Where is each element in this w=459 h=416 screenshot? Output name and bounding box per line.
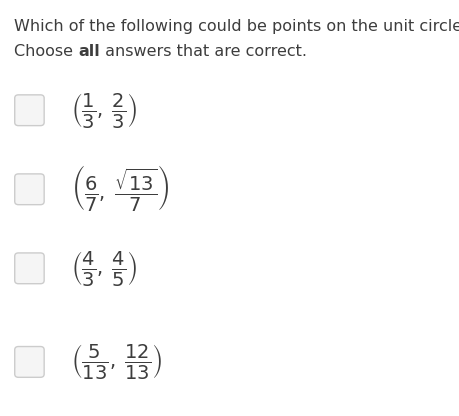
FancyBboxPatch shape: [15, 95, 44, 126]
Text: $\left(\dfrac{4}{3},\;\dfrac{4}{5}\right)$: $\left(\dfrac{4}{3},\;\dfrac{4}{5}\right…: [71, 249, 138, 288]
Text: $\left(\dfrac{6}{7},\;\dfrac{\sqrt{13}}{7}\right)$: $\left(\dfrac{6}{7},\;\dfrac{\sqrt{13}}{…: [71, 164, 170, 214]
FancyBboxPatch shape: [15, 347, 44, 377]
Text: answers that are correct.: answers that are correct.: [100, 44, 306, 59]
Text: $\left(\dfrac{5}{13},\;\dfrac{12}{13}\right)$: $\left(\dfrac{5}{13},\;\dfrac{12}{13}\ri…: [71, 342, 162, 381]
FancyBboxPatch shape: [15, 174, 44, 205]
Text: $\left(\dfrac{1}{3},\;\dfrac{2}{3}\right)$: $\left(\dfrac{1}{3},\;\dfrac{2}{3}\right…: [71, 91, 138, 130]
Text: Choose: Choose: [14, 44, 78, 59]
FancyBboxPatch shape: [15, 253, 44, 284]
Text: all: all: [78, 44, 100, 59]
Text: Which of the following could be points on the unit circle?: Which of the following could be points o…: [14, 19, 459, 34]
